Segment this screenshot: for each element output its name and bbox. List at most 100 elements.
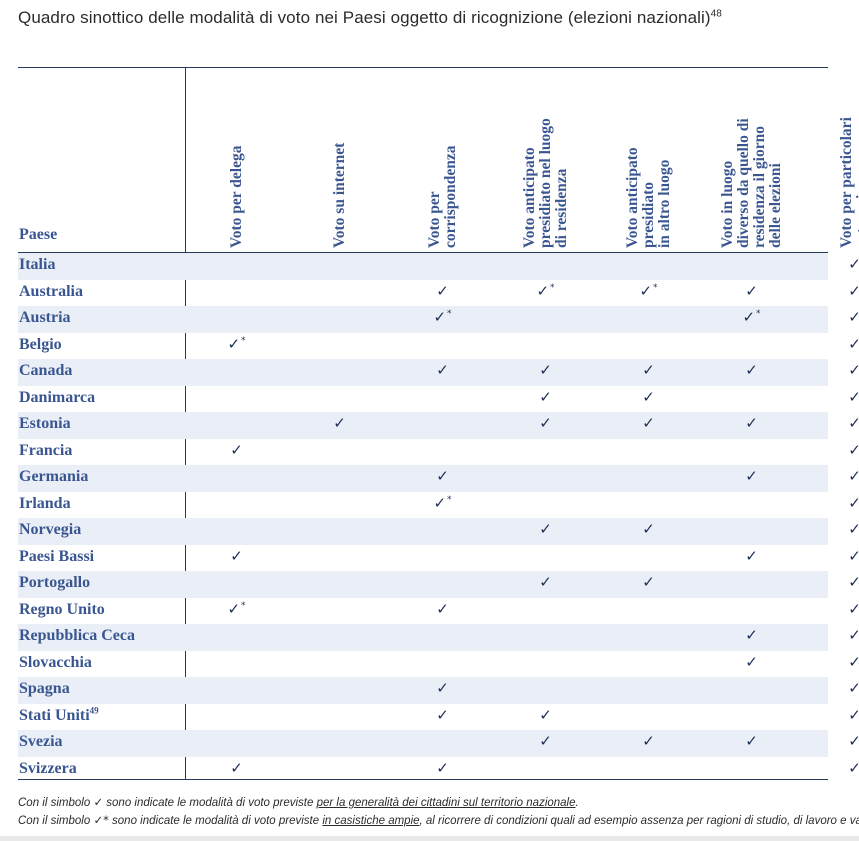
column-header-line: Voto anticipato — [623, 147, 641, 248]
country-name: Canada — [19, 362, 73, 379]
table-row: Germania ✓ ✓ ✓ — [18, 465, 859, 492]
table-row: Slovacchia ✓ ✓ — [18, 651, 859, 678]
table-row: Stati Uniti49 ✓ ✓ ✓ — [18, 704, 859, 731]
column-header-line: residenza il giorno — [750, 126, 768, 248]
country-name: Repubblica Ceca — [19, 627, 135, 644]
table-row: Irlanda ✓* ✓ — [18, 492, 859, 519]
check-icon: ✓ — [848, 520, 859, 538]
check-icon: ✓ — [848, 281, 859, 300]
check-star-icon: ✓* — [433, 308, 452, 326]
table-row: Regno Unito ✓* ✓ ✓ — [18, 598, 859, 625]
table-row: Australia ✓ ✓* ✓* ✓ ✓ — [18, 280, 859, 307]
check-icon: ✓ — [848, 546, 859, 565]
country-name: Italia — [19, 256, 56, 273]
check-icon: ✓ — [230, 758, 243, 777]
check-icon: ✓ — [539, 387, 552, 406]
table-top-rule — [18, 67, 828, 68]
column-header-label: Voto su internet — [330, 142, 348, 248]
column-header-3: Voto per corrispondenza — [391, 68, 494, 248]
table-row: Spagna ✓ ✓ — [18, 677, 859, 704]
country-name: Germania — [19, 468, 89, 485]
star-mark: * — [447, 494, 452, 505]
country-name: Estonia — [19, 415, 71, 432]
check-icon: ✓ — [745, 626, 758, 644]
column-header-2: Voto su internet — [288, 68, 391, 248]
check-icon: ✓ — [642, 361, 655, 379]
column-header-line: delle elezioni — [766, 163, 784, 248]
check-icon: ✓ — [436, 758, 449, 777]
footnote-ref[interactable]: 49 — [89, 705, 99, 716]
table-row: Italia ✓ — [18, 253, 859, 280]
check-icon: ✓ — [848, 599, 859, 618]
column-header-line: diverso da quello di — [734, 118, 752, 248]
check-icon: ✓ — [642, 520, 655, 538]
check-icon: ✓ — [642, 573, 655, 591]
check-icon: ✓ — [848, 334, 859, 353]
check-icon: ✓ — [745, 546, 758, 565]
column-header-7: Voto per particolari categorie — [803, 68, 859, 248]
column-header-line: categorie — [853, 187, 859, 248]
note-line-1: Con il simbolo ✓ sono indicate le modali… — [18, 795, 579, 809]
check-icon: ✓ — [539, 414, 552, 432]
check-icon: ✓ — [848, 758, 859, 777]
check-star-icon: ✓* — [93, 813, 109, 827]
check-icon: ✓ — [436, 679, 449, 697]
check-star-icon: ✓* — [227, 599, 246, 618]
table-row: Belgio ✓* ✓ — [18, 333, 859, 360]
check-icon: ✓ — [848, 387, 859, 406]
header-paese: Paese — [19, 226, 58, 243]
check-icon: ✓ — [848, 414, 859, 432]
table-row: Estonia ✓ ✓ ✓ ✓ ✓ — [18, 412, 859, 439]
check-icon: ✓ — [436, 361, 449, 379]
column-header-line: Voto anticipato — [520, 147, 538, 248]
check-icon: ✓ — [848, 573, 859, 591]
column-header-line: corrispondenza — [441, 145, 459, 248]
table-row: Repubblica Ceca ✓ ✓ — [18, 624, 859, 651]
country-name: Belgio — [19, 335, 62, 353]
country-name: Danimarca — [19, 388, 96, 406]
page-bottom-strip — [0, 836, 859, 841]
table-row: Portogallo ✓ ✓ ✓ — [18, 571, 859, 598]
country-name: Irlanda — [19, 494, 71, 512]
column-header-1: Voto per delega — [185, 68, 288, 248]
column-header-label: Voto per corrispondenza — [425, 145, 459, 248]
table-row: Danimarca ✓ ✓ ✓ — [18, 386, 859, 413]
check-icon: ✓ — [539, 361, 552, 379]
check-icon: ✓ — [848, 732, 859, 750]
check-icon: ✓ — [745, 281, 758, 300]
check-icon: ✓ — [745, 361, 758, 379]
column-header-line: Voto per — [425, 191, 443, 248]
country-name: Regno Unito — [19, 600, 105, 618]
check-icon: ✓ — [642, 414, 655, 432]
column-header-line: presidiato — [639, 181, 657, 248]
star-mark: * — [756, 309, 761, 319]
title-footnote-ref[interactable]: 48 — [710, 8, 722, 20]
check-icon: ✓ — [848, 308, 859, 326]
check-icon: ✓ — [436, 705, 449, 724]
check-icon: ✓ — [848, 361, 859, 379]
table-header: Paese Voto per delega Voto su internet Vot… — [18, 68, 859, 252]
check-icon: ✓ — [745, 467, 758, 485]
table-row: Canada ✓ ✓ ✓ ✓ ✓ — [18, 359, 859, 386]
table-body: Italia ✓ Australia ✓ ✓* ✓* ✓ ✓ Austria ✓* ✓* ✓ Belgi… — [18, 253, 859, 784]
check-icon: ✓ — [539, 705, 552, 724]
page-title: Quadro sinottico delle modalità di voto … — [18, 8, 722, 28]
check-icon: ✓ — [848, 493, 859, 512]
table-row: Paesi Bassi ✓ ✓ ✓ — [18, 545, 859, 572]
table-row: Francia ✓ ✓ — [18, 439, 859, 466]
check-icon: ✓ — [848, 705, 859, 724]
star-mark: * — [241, 335, 246, 346]
check-star-icon: ✓* — [433, 493, 452, 512]
table-bottom-rule — [18, 779, 828, 780]
star-mark: * — [241, 600, 246, 611]
check-star-icon: ✓* — [536, 281, 555, 300]
column-header-line: Voto su internet — [330, 142, 348, 248]
check-icon: ✓ — [848, 467, 859, 485]
table-notes: Con il simbolo ✓ sono indicate le modali… — [18, 794, 859, 830]
table-row: Norvegia ✓ ✓ ✓ — [18, 518, 859, 545]
table-row: Svizzera ✓ ✓ ✓ — [18, 757, 859, 784]
check-icon: ✓ — [848, 652, 859, 671]
column-header-label: Voto in luogo diverso da quello di residen… — [719, 118, 784, 248]
check-icon: ✓ — [333, 414, 346, 432]
check-icon: ✓ — [848, 255, 859, 273]
